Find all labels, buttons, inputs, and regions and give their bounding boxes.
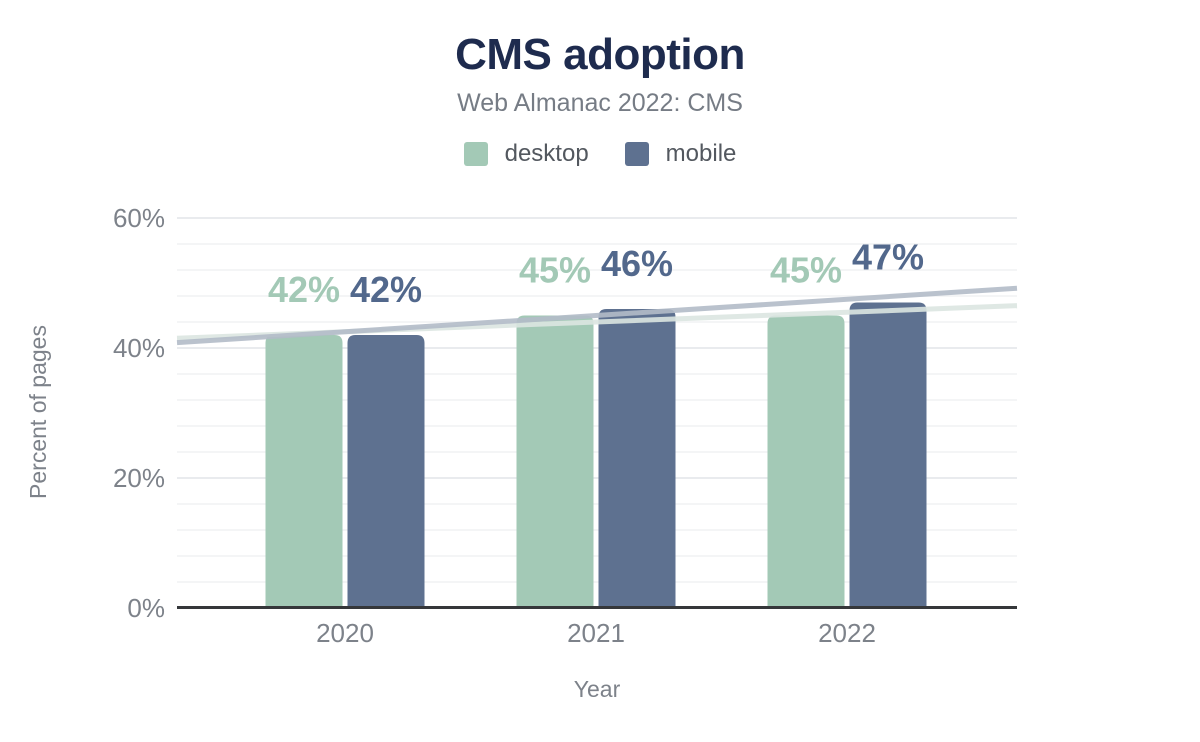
y-axis-title: Percent of pages xyxy=(25,325,51,499)
x-tick-2020: 2020 xyxy=(316,618,374,648)
bar-desktop-2022[interactable] xyxy=(767,315,845,610)
legend: desktop mobile xyxy=(0,141,1200,167)
bar-mobile-2022[interactable] xyxy=(849,302,927,610)
trendline-mobile xyxy=(176,285,1018,346)
legend-label-desktop: desktop xyxy=(504,140,589,167)
x-axis-line xyxy=(177,606,1017,609)
x-axis-title: Year xyxy=(574,676,621,702)
y-tick-20: 20% xyxy=(113,463,165,493)
legend-item-desktop[interactable]: desktop xyxy=(463,140,589,167)
bar-mobile-2021[interactable] xyxy=(598,309,676,609)
x-tick-2022: 2022 xyxy=(818,618,876,648)
bar-label-desktop-2020: 42% xyxy=(268,269,340,310)
bar-label-mobile-2020: 42% xyxy=(350,269,422,310)
bar-label-mobile-2022: 47% xyxy=(852,237,924,278)
y-tick-60: 60% xyxy=(113,203,165,233)
bar-desktop-2020[interactable] xyxy=(265,335,343,609)
bar-desktop-2021[interactable] xyxy=(516,315,594,610)
y-tick-40: 40% xyxy=(113,333,165,363)
bar-label-desktop-2021: 45% xyxy=(519,250,591,291)
legend-swatch-desktop-icon xyxy=(463,142,488,166)
x-tick-2021: 2021 xyxy=(567,618,625,648)
bar-label-mobile-2021: 46% xyxy=(601,243,673,284)
chart-subtitle: Web Almanac 2022: CMS xyxy=(457,89,743,117)
y-tick-0: 0% xyxy=(127,593,165,623)
bar-label-desktop-2022: 45% xyxy=(770,250,842,291)
legend-label-mobile: mobile xyxy=(665,140,737,167)
bar-mobile-2020[interactable] xyxy=(347,335,425,609)
legend-item-mobile[interactable]: mobile xyxy=(624,140,737,167)
chart-title: CMS adoption xyxy=(455,30,745,79)
legend-swatch-mobile-icon xyxy=(624,142,649,166)
